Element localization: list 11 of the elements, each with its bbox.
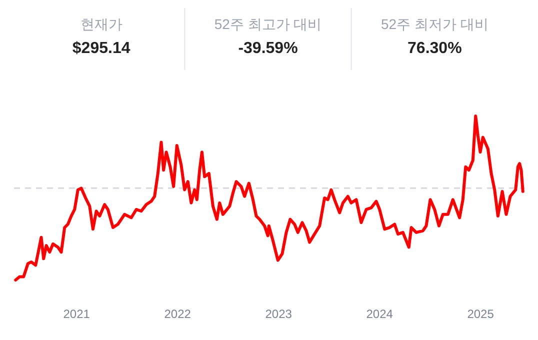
x-tick-label: 2025 <box>467 307 494 321</box>
text: -39.59% <box>238 40 298 57</box>
text: 현재가 <box>80 16 122 32</box>
x-tick-label: 2024 <box>366 307 394 321</box>
text: 52주 최저가 대비 <box>380 16 488 32</box>
x-tick-label: 2021 <box>63 307 90 321</box>
x-tick-label: 2022 <box>164 307 192 321</box>
text: 76.30% <box>408 40 462 57</box>
x-tick-label: 2023 <box>265 307 292 321</box>
text: 52주 최고가 대비 <box>214 16 322 32</box>
text: $295.14 <box>72 40 130 57</box>
